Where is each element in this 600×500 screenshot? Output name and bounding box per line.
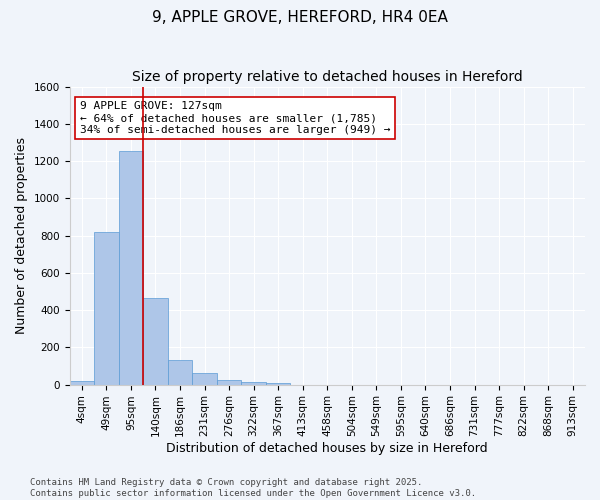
Bar	[94, 232, 119, 384]
Text: 9 APPLE GROVE: 127sqm
← 64% of detached houses are smaller (1,785)
34% of semi-d: 9 APPLE GROVE: 127sqm ← 64% of detached …	[80, 102, 391, 134]
Text: 9, APPLE GROVE, HEREFORD, HR4 0EA: 9, APPLE GROVE, HEREFORD, HR4 0EA	[152, 10, 448, 25]
Bar	[119, 151, 143, 384]
Bar	[168, 360, 192, 384]
Bar	[266, 382, 290, 384]
Y-axis label: Number of detached properties: Number of detached properties	[15, 137, 28, 334]
Bar	[217, 380, 241, 384]
Bar	[143, 298, 168, 384]
Bar	[192, 374, 217, 384]
Bar	[241, 382, 266, 384]
X-axis label: Distribution of detached houses by size in Hereford: Distribution of detached houses by size …	[166, 442, 488, 455]
Text: Contains HM Land Registry data © Crown copyright and database right 2025.
Contai: Contains HM Land Registry data © Crown c…	[30, 478, 476, 498]
Bar	[70, 381, 94, 384]
Title: Size of property relative to detached houses in Hereford: Size of property relative to detached ho…	[132, 70, 523, 84]
